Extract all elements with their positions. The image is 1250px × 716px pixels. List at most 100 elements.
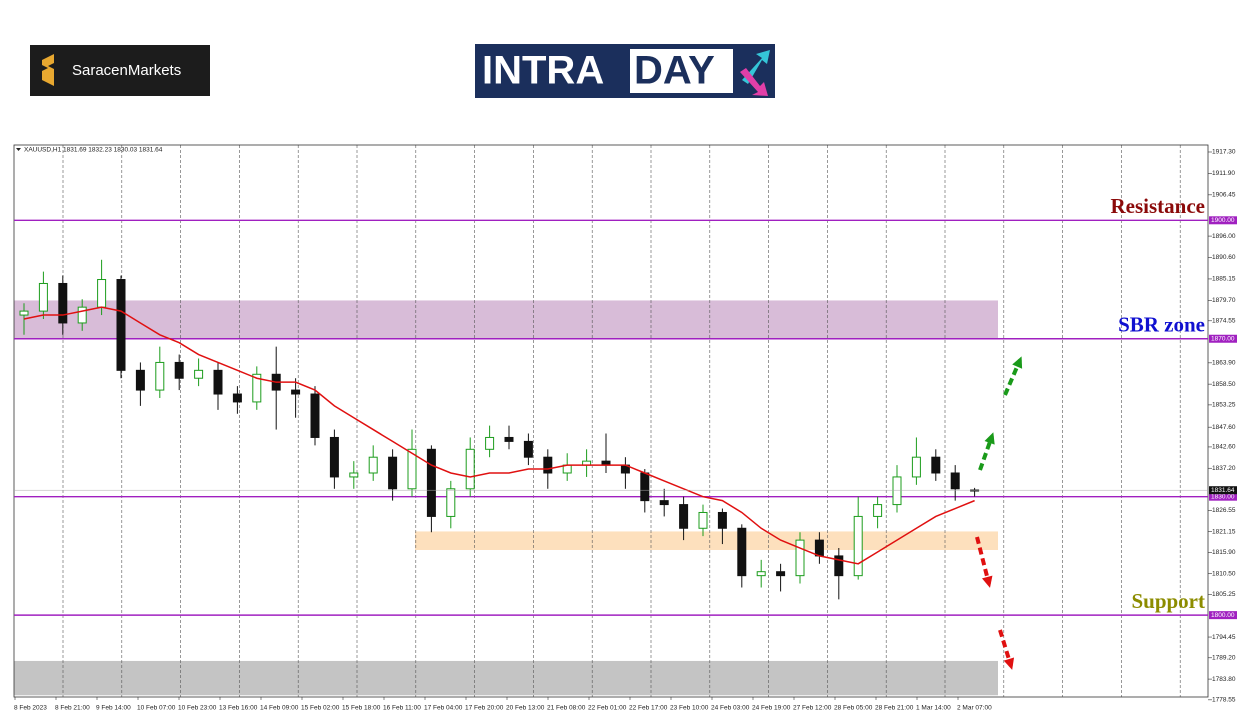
candle-body (174, 361, 184, 379)
x-tick-label: 8 Feb 21:00 (55, 705, 90, 712)
x-tick-label: 21 Feb 08:00 (547, 705, 586, 712)
candle-body (911, 456, 921, 478)
moving-average (23, 306, 975, 565)
candle-body (698, 511, 708, 529)
y-tick-label: 1794.45 (1212, 634, 1236, 641)
y-tick-label: 1821.15 (1212, 528, 1236, 535)
candle-body (368, 456, 378, 474)
candle-body (155, 361, 165, 391)
y-tick-label: 1837.20 (1212, 465, 1236, 472)
brand-a: INTRA (482, 49, 604, 93)
candle-body (485, 436, 495, 450)
candle-body (310, 393, 320, 438)
scenario-arrow (975, 536, 991, 585)
x-tick-label: 20 Feb 13:00 (506, 705, 545, 712)
candle-body (465, 448, 475, 490)
x-tick-label: 15 Feb 18:00 (342, 705, 381, 712)
x-tick-label: 1 Mar 14:00 (916, 705, 951, 712)
candle-body (679, 504, 689, 529)
zone (14, 660, 998, 696)
candle-body (776, 571, 786, 577)
x-tick-label: 15 Feb 02:00 (301, 705, 340, 712)
level-label-box (1209, 216, 1237, 225)
y-tick-label: 1858.50 (1212, 381, 1236, 388)
candle-body (756, 571, 766, 577)
candle-body (194, 369, 204, 379)
y-tick-label: 1847.60 (1212, 424, 1236, 431)
candle-body (232, 393, 242, 403)
x-tick-label: 14 Feb 09:00 (260, 705, 299, 712)
x-tick-label: 24 Feb 03:00 (711, 705, 750, 712)
x-tick-label: 10 Feb 23:00 (178, 705, 217, 712)
y-tick-label: 1906.45 (1212, 192, 1236, 199)
zone (14, 300, 998, 339)
y-tick-label: 1815.90 (1212, 549, 1236, 556)
y-tick-label: 1789.20 (1212, 654, 1236, 661)
last-price-box (1209, 486, 1237, 495)
header-arrow (16, 148, 21, 151)
x-tick-label: 22 Feb 01:00 (588, 705, 627, 712)
candle-body (116, 279, 126, 371)
x-tick-label: 27 Feb 12:00 (793, 705, 832, 712)
level-label-box (1209, 611, 1237, 620)
candle-body (873, 504, 883, 517)
candle-body (543, 456, 553, 474)
y-tick-label: 1778.55 (1212, 697, 1236, 704)
candle-body (504, 436, 514, 442)
scenario-arrow (1003, 359, 1022, 396)
candle-body (446, 488, 456, 517)
x-tick-label: 8 Feb 2023 (14, 705, 47, 712)
candle-body (426, 448, 436, 517)
level-label: 1870.00 (1211, 335, 1235, 342)
level-label: 1800.00 (1211, 612, 1235, 619)
x-tick-label: 9 Feb 14:00 (96, 705, 131, 712)
candle-body (19, 310, 29, 316)
level-label: 1830.00 (1211, 493, 1235, 500)
candle-body (523, 440, 533, 458)
candle-body (97, 279, 107, 308)
candle-body (135, 369, 145, 391)
x-tick-label: 28 Feb 05:00 (834, 705, 873, 712)
candle-body (77, 306, 87, 324)
scenario-arrow (978, 435, 994, 471)
last-price-label: 1831.64 (1211, 487, 1235, 494)
candle-body (640, 472, 650, 502)
x-tick-label: 23 Feb 10:00 (670, 705, 709, 712)
y-tick-label: 1890.60 (1212, 254, 1236, 261)
symbol-info: XAUUSD,H1 1831.69 1832.23 1830.03 1831.6… (24, 147, 163, 154)
x-tick-label: 13 Feb 16:00 (219, 705, 258, 712)
level-label-box (1209, 492, 1237, 501)
x-tick-label: 24 Feb 19:00 (752, 705, 791, 712)
candle-body (717, 511, 727, 529)
y-tick-label: 1874.55 (1212, 318, 1236, 325)
level-label: 1900.00 (1211, 217, 1235, 224)
candle-body (252, 373, 262, 403)
candle-body (950, 472, 960, 490)
scenario-arrow-head (984, 432, 995, 445)
candle-body (388, 456, 398, 490)
candle-body (291, 389, 301, 395)
x-tick-label: 10 Feb 07:00 (137, 705, 176, 712)
y-tick-label: 1810.50 (1212, 570, 1236, 577)
candle-body (892, 476, 902, 506)
candle-body (659, 500, 669, 506)
y-tick-label: 1885.15 (1212, 276, 1236, 283)
y-tick-label: 1826.55 (1212, 507, 1236, 514)
y-tick-label: 1911.90 (1212, 170, 1235, 177)
broker-logo (30, 45, 210, 96)
candle-body (38, 282, 48, 312)
candle-body (795, 539, 805, 577)
scenario-arrow (998, 629, 1013, 667)
y-tick-label: 1805.25 (1212, 591, 1236, 598)
broker-name: SaracenMarkets (72, 62, 181, 79)
level-name: Support (1131, 589, 1205, 613)
zone (415, 531, 998, 550)
y-tick-label: 1879.70 (1212, 297, 1236, 304)
scenario-arrow-head (1003, 657, 1015, 670)
y-tick-label: 1853.25 (1212, 402, 1236, 409)
level-label-box (1209, 334, 1237, 343)
candle-body (329, 436, 339, 478)
candle-body (737, 527, 747, 577)
y-tick-label: 1863.90 (1212, 360, 1236, 367)
